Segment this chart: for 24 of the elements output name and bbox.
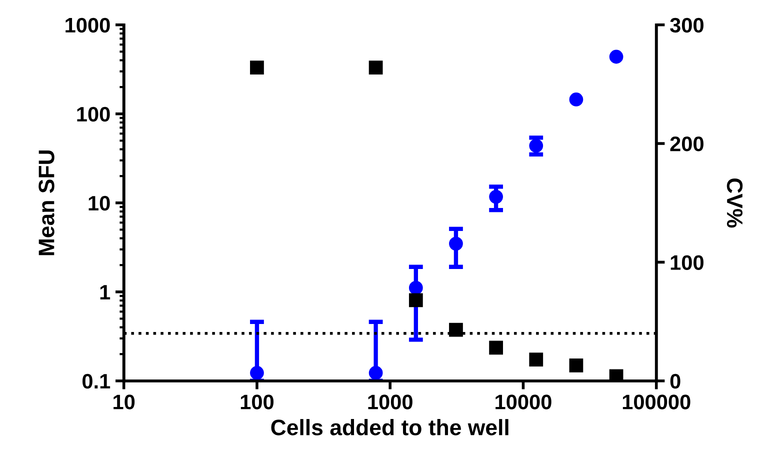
point [449, 236, 463, 251]
point [489, 190, 503, 204]
y-tick-label: 100 [77, 106, 110, 122]
y-tick-label: 1000 [66, 18, 110, 33]
y2-tick-label: 100 [670, 255, 704, 270]
x-tick-label: 100 [240, 394, 274, 410]
x-axis-title: Cells added to the well [271, 419, 508, 436]
point [529, 138, 544, 153]
y2-tick-label: 200 [670, 136, 704, 152]
y-tick-label: 1 [100, 285, 110, 300]
x-tick-label: 1000 [368, 394, 412, 410]
y-axis-title: Mean SFU [38, 150, 54, 256]
point [368, 366, 383, 380]
point [609, 50, 624, 64]
x-tick-label: 10 [114, 394, 135, 410]
y2-tick-label: 300 [670, 18, 704, 33]
x-tick-label: 100000 [622, 394, 690, 410]
x-tick-label: 10000 [496, 394, 552, 410]
y2-tick-label: 0 [670, 374, 680, 389]
y-tick-label: 0.1 [82, 374, 110, 389]
point [408, 280, 423, 295]
y-tick-label: 10 [88, 196, 110, 211]
point [569, 92, 584, 106]
y2-axis-title: CV% [726, 178, 743, 228]
